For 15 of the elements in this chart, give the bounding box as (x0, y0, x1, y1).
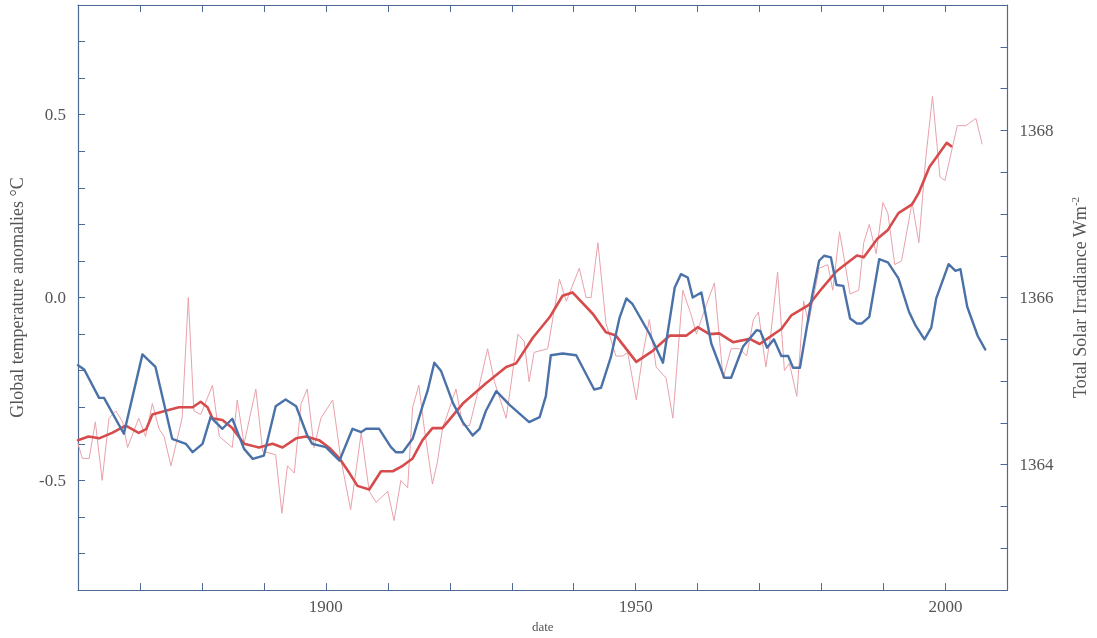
y-tick-label: 0.5 (44, 105, 66, 125)
line-series (76, 254, 987, 462)
y2-tick-label: 1364 (1019, 455, 1054, 475)
y2-tick-label: 1368 (1019, 120, 1054, 140)
line-series (76, 141, 953, 491)
x-tick-label: 2000 (928, 597, 963, 617)
y-tick-label: 0.0 (44, 288, 66, 308)
line-series (77, 95, 983, 522)
x-tick-label: 1900 (308, 597, 343, 617)
y-axis-title: Global temperature anomalies °C (7, 177, 27, 418)
y-tick-label: -0.5 (39, 470, 66, 490)
x-tick-label: 1950 (618, 597, 653, 617)
y2-tick-label: 1366 (1019, 288, 1054, 308)
y2-axis-title: Total Solar Irradiance Wm-2 (1069, 196, 1090, 399)
x-axis-title: date (531, 619, 554, 634)
